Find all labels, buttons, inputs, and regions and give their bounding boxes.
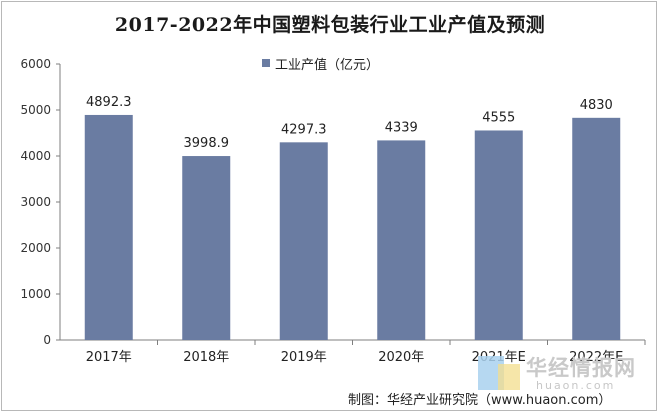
bar (84, 114, 133, 341)
data-label: 4297.3 (281, 122, 327, 137)
legend-label: 工业产值（亿元） (275, 57, 380, 73)
y-tick-label: 3000 (20, 195, 51, 209)
x-tick-label: 2022年E (569, 350, 623, 365)
x-tick-label: 2017年 (86, 350, 132, 365)
chart-title: 2017-2022年中国塑料包装行业工业产值及预测 (114, 14, 546, 36)
y-tick-label: 1000 (20, 287, 51, 301)
bar (572, 117, 621, 340)
bar (474, 130, 523, 340)
data-label: 4339 (385, 120, 418, 135)
watermark: 华经情报网 huaon.com (478, 352, 656, 392)
watermark-logo (478, 356, 522, 390)
bar (182, 156, 231, 340)
bar (377, 140, 426, 340)
watermark-text: 华经情报网 (526, 356, 636, 380)
y-tick-label: 5000 (20, 103, 51, 117)
data-label: 4830 (580, 98, 613, 113)
y-tick-label: 2000 (20, 241, 51, 255)
bar (279, 142, 328, 340)
data-label: 4555 (482, 110, 515, 125)
data-label: 3998.9 (184, 136, 230, 151)
data-label: 4892.3 (86, 95, 132, 110)
watermark-url: huaon.com (536, 379, 616, 392)
y-tick-label: 0 (43, 333, 51, 347)
source-note: 制图：华经产业研究院（www.huaon.com） (348, 393, 612, 408)
x-tick-label: 2018年 (183, 350, 229, 365)
legend-swatch (262, 59, 270, 67)
x-tick-label: 2020年 (378, 350, 424, 365)
x-tick-label: 2019年 (281, 350, 327, 365)
y-tick-label: 4000 (20, 149, 51, 163)
legend: 工业产值（亿元） (262, 55, 380, 73)
y-tick-label: 6000 (20, 57, 51, 71)
